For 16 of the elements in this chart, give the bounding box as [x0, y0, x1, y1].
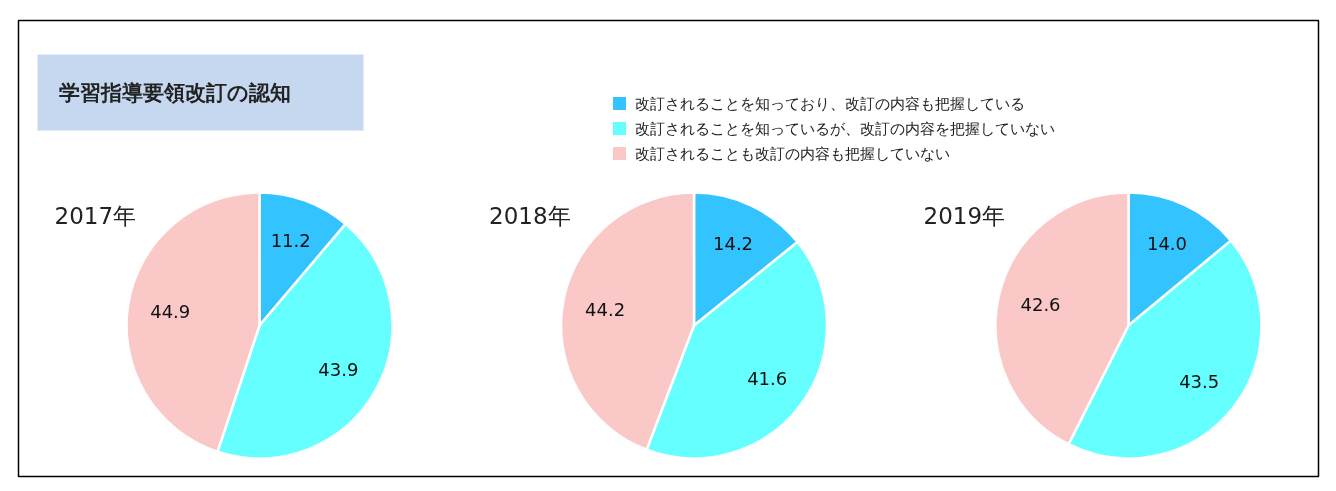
legend-label: 改訂されることを知っており、改訂の内容も把握している [634, 94, 1025, 113]
data-label: 41.6 [747, 368, 788, 390]
legend-label: 改訂されることも改訂の内容も把握していない [634, 144, 950, 163]
legend-label: 改訂されることを知っているが、改訂の内容を把握していない [634, 119, 1055, 138]
text: 2017年 [54, 202, 137, 229]
data-label: 14.2 [712, 233, 754, 255]
chart-title: 学習指導要領改訂の認知 [58, 80, 291, 105]
data-label: 44.9 [150, 300, 191, 322]
data-label: 42.6 [1020, 294, 1061, 316]
chart-subtitle: 2018年 [489, 202, 571, 229]
data-label: 14.0 [1146, 233, 1188, 255]
chart-subtitle: 2019年 [923, 202, 1006, 229]
data-label: 43.5 [1179, 371, 1220, 393]
data-label: 43.9 [318, 359, 359, 381]
data-label: 11.2 [270, 230, 311, 252]
data-label: 44.2 [585, 298, 626, 320]
